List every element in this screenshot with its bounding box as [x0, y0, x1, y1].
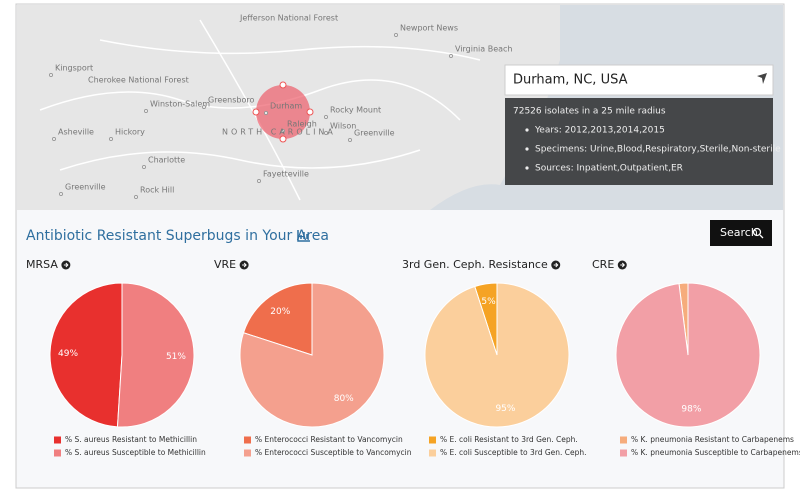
- map-label: Rocky Mount: [330, 106, 381, 115]
- info-item: Years: 2012,2013,2014,2015: [534, 126, 665, 136]
- map-label: Greenville: [354, 129, 395, 138]
- search-button[interactable]: [710, 220, 772, 246]
- map-dot: [264, 111, 268, 115]
- pie-slice: [242, 282, 313, 356]
- pie-slice: [424, 282, 570, 428]
- map-labels: Jefferson National Forest Newport News Vir…: [49, 14, 513, 199]
- slice-label: 20%: [270, 307, 290, 317]
- slice-label: 80%: [334, 394, 354, 404]
- chart-title: CRE: [592, 258, 614, 271]
- legend-swatch: [620, 436, 627, 444]
- legend-label: % K. pneumonia Resistant to Carbapenems: [631, 435, 794, 444]
- slice-label: 49%: [58, 349, 78, 359]
- handle[interactable]: [306, 108, 314, 116]
- legend-swatch: [429, 449, 436, 457]
- info-summary: 72526 isolates in a 25 mile radius: [513, 107, 666, 117]
- map-dot: [257, 179, 261, 183]
- map-dot: [59, 192, 63, 196]
- chart-icon: [297, 230, 310, 242]
- info-items: Years: 2012,2013,2014,2015 Specimens: Uri…: [525, 126, 781, 174]
- pie-slice: [116, 282, 195, 428]
- legend-label: % Enterococci Susceptible to Vancomycin: [255, 448, 412, 457]
- legend-swatch: [620, 449, 627, 457]
- map-dot: [449, 54, 453, 58]
- chart-link-arrow: [242, 262, 247, 268]
- map-dot: [202, 105, 206, 109]
- map-label: Newport News: [400, 24, 458, 33]
- map-label: Greensboro: [208, 96, 254, 105]
- radius-circle[interactable]: [256, 85, 310, 139]
- map-dot: [142, 165, 146, 169]
- map-label: Fayetteville: [263, 170, 309, 179]
- chart-link-arrow: [63, 262, 69, 268]
- map-dot: [144, 109, 148, 113]
- legend-swatch: [244, 436, 251, 444]
- chart-link-arrow: [620, 262, 625, 268]
- legend-swatch: [429, 436, 436, 444]
- legend-swatch: [54, 449, 61, 457]
- bullet: [525, 166, 529, 170]
- slice-label: 51%: [166, 352, 186, 362]
- search-input[interactable]: [504, 64, 774, 96]
- handle[interactable]: [279, 81, 287, 89]
- legend-swatch: [54, 436, 61, 444]
- slice-label: 95%: [495, 404, 515, 414]
- map-label: Hickory: [115, 128, 145, 137]
- info-panel: [505, 98, 773, 185]
- map-label: Wilson: [330, 122, 356, 131]
- map-roads: [39, 19, 481, 201]
- handle[interactable]: [252, 108, 260, 116]
- map-dot: [52, 137, 56, 141]
- map-label: Greenville: [65, 183, 106, 192]
- legend-label: % E. coli Resistant to 3rd Gen. Ceph.: [440, 435, 578, 444]
- section-title: Antibiotic Resistant Superbugs in Your A…: [26, 228, 329, 244]
- bullet: [525, 128, 529, 132]
- map-dot: [394, 33, 398, 37]
- map-label: Raleigh: [287, 120, 317, 129]
- map-label: Rock Hill: [140, 186, 174, 195]
- slice-label: 5%: [481, 297, 496, 307]
- legend-label: % Enterococci Resistant to Vancomycin: [255, 435, 403, 444]
- pie-slice: [49, 282, 123, 428]
- map-dot: [281, 129, 285, 133]
- search-button-label[interactable]: Search: [720, 226, 758, 239]
- map-dot: [49, 73, 53, 77]
- map-label: Charlotte: [148, 156, 185, 165]
- map-label: Jefferson National Forest: [239, 14, 338, 23]
- handle[interactable]: [279, 135, 287, 143]
- slice-label: 98%: [681, 404, 701, 414]
- map-label: Winston-Salem: [150, 100, 210, 109]
- map-label: Durham: [270, 102, 302, 111]
- chart-title: 3rd Gen. Ceph. Resistance: [402, 258, 548, 271]
- map-label: Asheville: [58, 128, 94, 137]
- map-label: Kingsport: [55, 64, 93, 73]
- chart-title: VRE: [214, 258, 236, 271]
- map-dot: [324, 131, 328, 135]
- bullet: [525, 147, 529, 151]
- map-label: NORTH CAROLINA: [222, 128, 336, 137]
- pie-slice: [615, 282, 761, 428]
- search-icon[interactable]: [752, 227, 762, 237]
- pie-slice: [239, 282, 385, 428]
- locate-icon[interactable]: [757, 73, 767, 84]
- map-dot: [348, 138, 352, 142]
- chart-title: MRSA: [26, 258, 58, 271]
- legend-label: % S. aureus Resistant to Methicillin: [65, 435, 197, 444]
- map-dot: [109, 137, 113, 141]
- info-item: Sources: Inpatient,Outpatient,ER: [535, 164, 683, 174]
- map-label: Virginia Beach: [455, 45, 513, 54]
- map-label: Cherokee National Forest: [88, 76, 189, 85]
- chart-link-arrow: [553, 262, 559, 268]
- legend-label: % E. coli Susceptible to 3rd Gen. Ceph.: [440, 448, 587, 457]
- search-text[interactable]: Durham, NC, USA: [513, 73, 628, 88]
- search-icon[interactable]: [759, 234, 764, 239]
- map: Jefferson National Forest Newport News Vir…: [17, 5, 783, 210]
- info-item: Specimens: Urine,Blood,Respiratory,Steri…: [535, 145, 781, 155]
- legend-label: % S. aureus Susceptible to Methicillin: [65, 448, 206, 457]
- map-dot: [324, 115, 328, 119]
- map-dot: [134, 195, 138, 199]
- legend-swatch: [244, 449, 251, 457]
- legend-label: % K. pneumonia Susceptible to Carbapenem…: [631, 448, 800, 457]
